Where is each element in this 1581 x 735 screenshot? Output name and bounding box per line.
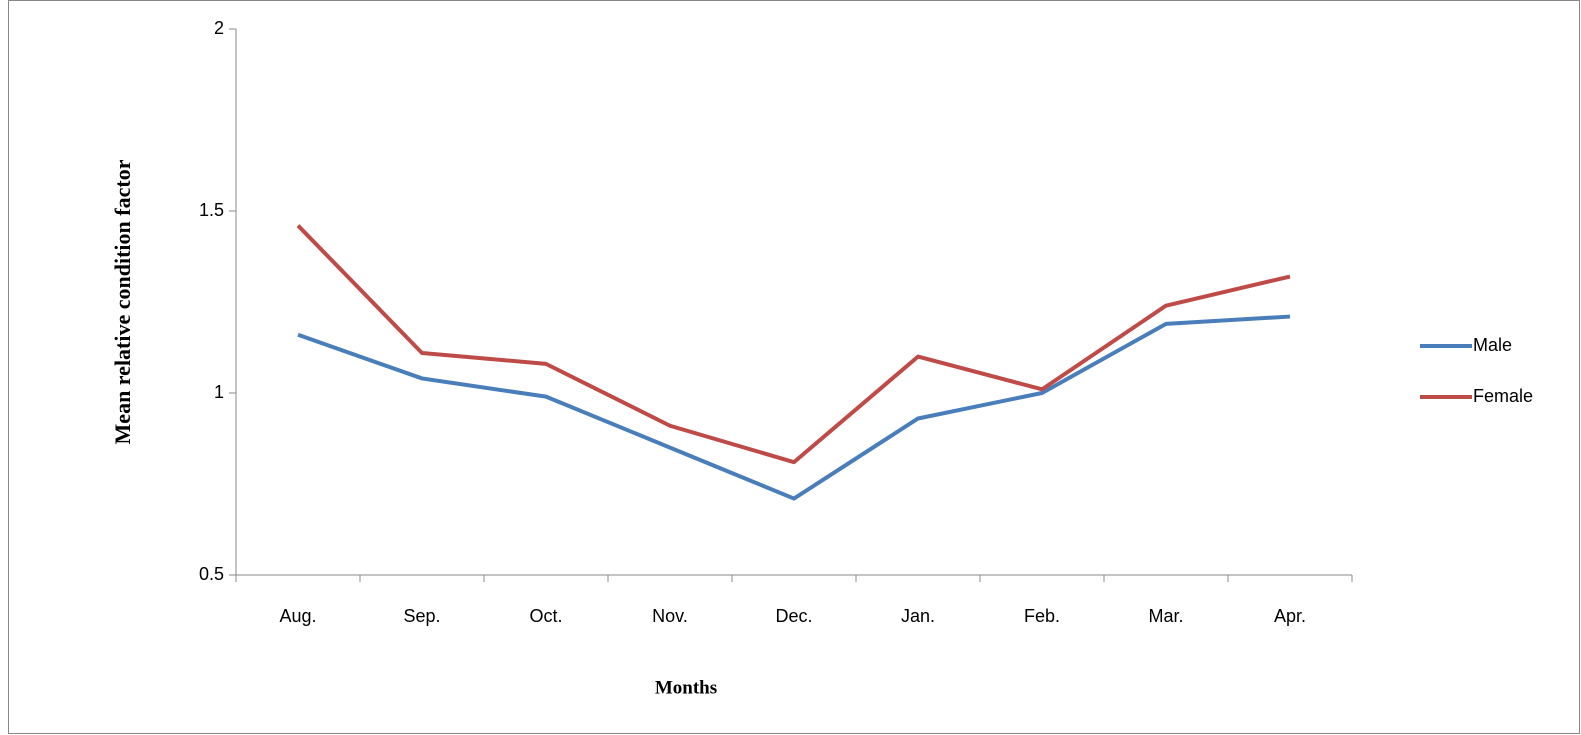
y-tick-label: 1 bbox=[214, 382, 224, 402]
x-tick-label: Sep. bbox=[403, 606, 440, 626]
legend-label: Male bbox=[1473, 335, 1512, 355]
legend-label: Female bbox=[1473, 386, 1533, 406]
y-tick-label: 1.5 bbox=[199, 200, 224, 220]
x-axis-title: Months bbox=[655, 677, 717, 698]
x-tick-label: Oct. bbox=[529, 606, 562, 626]
series-line bbox=[297, 314, 1291, 501]
x-tick-label: Mar. bbox=[1148, 606, 1183, 626]
x-tick-label: Jan. bbox=[901, 606, 935, 626]
x-tick-label: Aug. bbox=[279, 606, 316, 626]
x-tick-label: Apr. bbox=[1274, 606, 1306, 626]
y-axis-title: Mean relative condition factor bbox=[110, 159, 135, 444]
x-tick-label: Nov. bbox=[652, 606, 688, 626]
y-tick-label: 2 bbox=[214, 18, 224, 38]
y-tick-label: 0.5 bbox=[199, 564, 224, 584]
x-tick-label: Dec. bbox=[775, 606, 812, 626]
series-line bbox=[296, 224, 1291, 465]
x-tick-label: Feb. bbox=[1024, 606, 1060, 626]
chart-frame bbox=[8, 0, 1580, 734]
